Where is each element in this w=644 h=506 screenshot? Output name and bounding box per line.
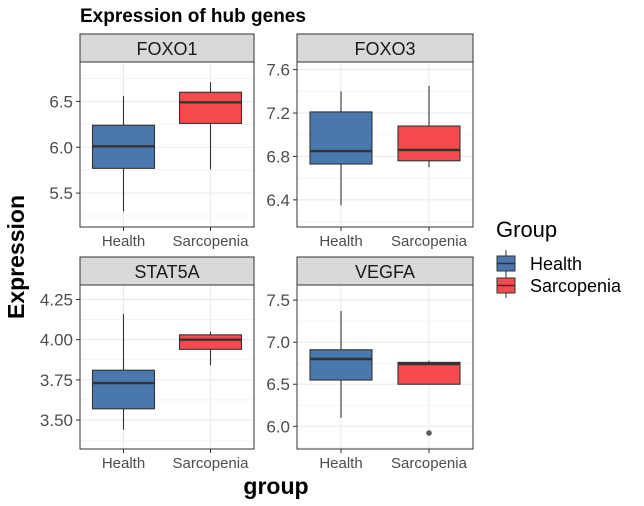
- y-tick-label: 7.2: [266, 104, 290, 123]
- y-tick-label: 4.25: [40, 290, 73, 309]
- box-sarcopenia: [397, 360, 461, 436]
- panel-border: [296, 284, 474, 450]
- y-tick-label: 7.5: [266, 291, 290, 310]
- x-tick-label: Health: [319, 233, 362, 250]
- x-tick-label: Sarcopenia: [173, 455, 250, 472]
- box-iqr: [397, 125, 461, 162]
- y-tick-label: 7.0: [266, 333, 290, 352]
- box-health: [309, 311, 373, 418]
- panel-foxo1: FOXO1 5.5 6.0 6.5 Health Sarcopenia: [49, 33, 255, 250]
- legend-title: Group: [496, 217, 557, 242]
- facet-strip: [296, 33, 474, 63]
- x-tick-label: Health: [319, 455, 362, 472]
- box-health: [309, 91, 373, 206]
- y-tick-label: 6.5: [49, 92, 73, 111]
- box-iqr: [178, 334, 243, 350]
- legend-item-label: Sarcopenia: [530, 276, 622, 296]
- x-tick-label: Sarcopenia: [391, 455, 468, 472]
- y-tick-label: 5.5: [49, 184, 73, 203]
- panel-border: [79, 61, 255, 228]
- x-axis-title: group: [243, 473, 308, 499]
- facet-strip-label: FOXO1: [136, 39, 197, 59]
- facet-strip: [79, 33, 255, 63]
- panel-border: [296, 61, 474, 228]
- box-sarcopenia: [397, 85, 461, 168]
- box-iqr: [309, 349, 373, 381]
- panel-vegfa: VEGFA 6.0 6.5 7.0 7.5 Health Sarcopenia: [266, 256, 474, 472]
- box-sarcopenia: [178, 82, 243, 170]
- legend-item-label: Health: [530, 254, 582, 274]
- y-tick-label: 3.50: [40, 411, 73, 430]
- box-iqr: [397, 361, 461, 385]
- y-tick-label: 6.0: [49, 138, 73, 157]
- facet-panels: FOXO1 5.5 6.0 6.5 Health Sarcopenia FOXO3 6.4 6.…: [40, 33, 474, 472]
- y-tick-label: 6.4: [266, 191, 290, 210]
- facet-strip-label: FOXO3: [354, 39, 415, 59]
- panel-stat5a: STAT5A 3.50 3.75 4.00 4.25 Health Sarcopenia: [40, 256, 255, 472]
- panel-foxo3: FOXO3 6.4 6.8 7.2 7.6 Health Sarcopenia: [266, 33, 474, 250]
- y-axis-title: Expression: [3, 195, 29, 319]
- box-health: [91, 313, 156, 430]
- legend-item-sarcopenia: Sarcopenia: [496, 272, 622, 298]
- x-tick-label: Sarcopenia: [391, 233, 468, 250]
- chart-title: Expression of hub genes: [80, 6, 306, 27]
- box-health: [91, 95, 156, 212]
- plot-background: [80, 285, 254, 449]
- y-tick-label: 6.5: [266, 375, 290, 394]
- panel-border: [79, 284, 255, 450]
- x-tick-label: Health: [102, 233, 145, 250]
- y-tick-label: 6.0: [266, 417, 290, 436]
- box-iqr: [178, 91, 243, 124]
- x-tick-label: Sarcopenia: [173, 233, 250, 250]
- facet-strip-label: STAT5A: [134, 262, 199, 282]
- y-tick-label: 3.75: [40, 371, 73, 390]
- box-iqr: [309, 111, 373, 165]
- facet-strip-label: VEGFA: [355, 262, 415, 282]
- x-tick-label: Health: [102, 455, 145, 472]
- box-sarcopenia: [178, 331, 243, 366]
- y-tick-label: 4.00: [40, 331, 73, 350]
- legend-item-health: Health: [496, 250, 582, 276]
- y-tick-label: 7.6: [266, 61, 290, 80]
- box-iqr: [91, 369, 156, 410]
- facet-strip: [79, 256, 255, 286]
- outlier-point: [426, 430, 432, 436]
- y-tick-label: 6.8: [266, 147, 290, 166]
- facet-strip: [296, 256, 474, 286]
